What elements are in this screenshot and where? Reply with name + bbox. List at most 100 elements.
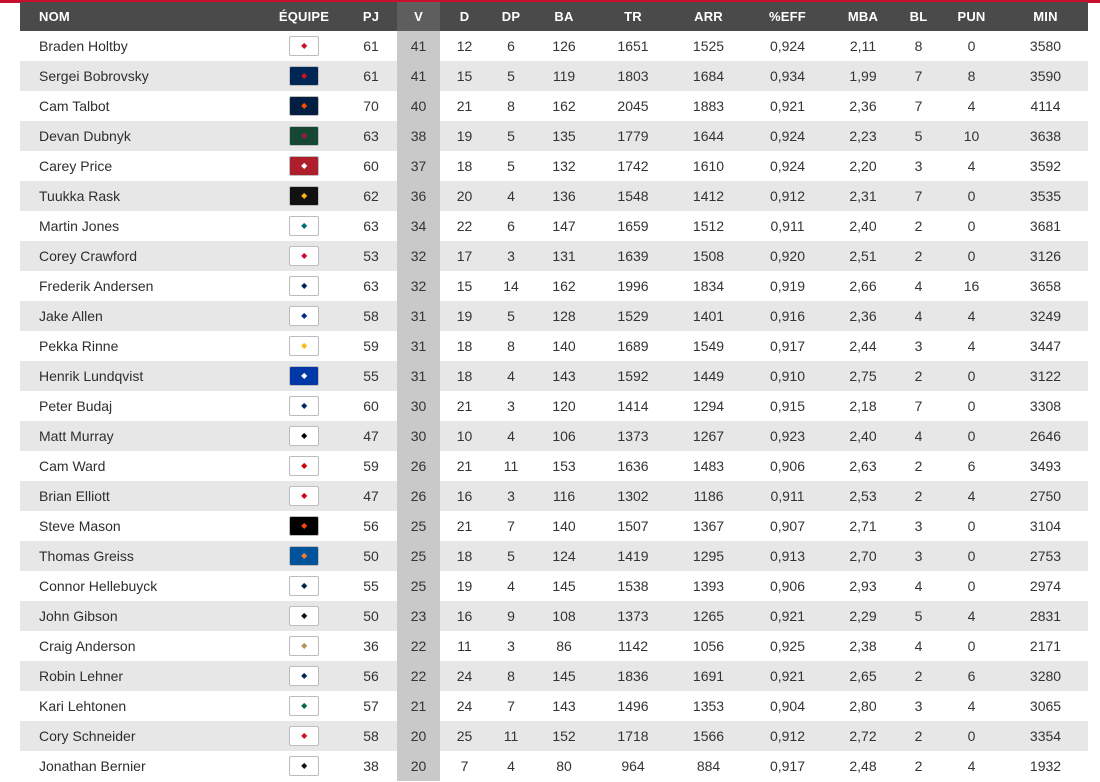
- games-played-cell: 58: [363, 728, 379, 744]
- shots-against-cell: 1636: [617, 458, 649, 474]
- player-name-cell[interactable]: John Gibson: [39, 608, 118, 624]
- player-name-cell[interactable]: Kari Lehtonen: [39, 698, 127, 714]
- column-header-goals-against[interactable]: BA: [554, 9, 574, 24]
- player-name-cell[interactable]: Corey Crawford: [39, 248, 138, 264]
- player-name-cell[interactable]: Pekka Rinne: [39, 338, 119, 354]
- player-name-cell[interactable]: Brian Elliott: [39, 488, 110, 504]
- table-row[interactable]: Matt Murray ◆ 47 30 10 4 106 1373 1267 0,923 2,40 4…: [20, 421, 1088, 451]
- player-name-cell[interactable]: Craig Anderson: [39, 638, 136, 654]
- table-row[interactable]: Brian Elliott ◆ 47 26 16 3 116 1302 1186 0,911 2,5…: [20, 481, 1088, 511]
- table-row[interactable]: Cam Ward ◆ 59 26 21 11 153 1636 1483 0,906 2,63 2 6 3…: [20, 451, 1088, 481]
- column-header-team[interactable]: ÉQUIPE: [278, 9, 330, 24]
- team-logo-mark: ◆: [301, 461, 307, 470]
- player-name-cell[interactable]: Carey Price: [39, 158, 113, 174]
- column-header-wins[interactable]: V: [397, 2, 440, 31]
- table-row[interactable]: Cory Schneider ◆ 58 20 25 11 152 1718 1566 0,912 2…: [20, 721, 1088, 751]
- saves-cell: 1644: [692, 128, 725, 144]
- column-header-name[interactable]: NOM: [39, 9, 70, 24]
- player-name-cell[interactable]: Connor Hellebuyck: [39, 578, 158, 594]
- player-name-cell[interactable]: Thomas Greiss: [39, 548, 134, 564]
- games-played-cell: 56: [363, 668, 379, 684]
- player-name-cell[interactable]: Henrik Lundqvist: [39, 368, 144, 384]
- table-row[interactable]: Robin Lehner ◆ 56 22 24 8 145 1836 1691 0,921 2,65…: [20, 661, 1088, 691]
- team-logo-mark: ◆: [301, 581, 307, 590]
- gaa-cell: 2,70: [849, 548, 877, 564]
- player-name-cell[interactable]: Cam Talbot: [39, 98, 110, 114]
- games-played-cell: 57: [363, 698, 379, 714]
- table-row[interactable]: Sergei Bobrovsky ◆ 61 41 15 5 119 1803 1684 0,934…: [20, 61, 1088, 91]
- table-row[interactable]: Thomas Greiss ◆ 50 25 18 5 124 1419 1295 0,913 2,7…: [20, 541, 1088, 571]
- team-logo-mark: ◆: [301, 401, 307, 410]
- player-name-cell[interactable]: Peter Budaj: [39, 398, 113, 414]
- table-row[interactable]: Connor Hellebuyck ◆ 55 25 19 4 145 1538 1393 0,90…: [20, 571, 1088, 601]
- goals-against-cell: 120: [552, 398, 576, 414]
- shots-against-cell: 1419: [617, 548, 649, 564]
- table-row[interactable]: Carey Price ◆ 60 37 18 5 132 1742 1610 0,924 2,20 3…: [20, 151, 1088, 181]
- shots-against-cell: 1507: [617, 518, 649, 534]
- goals-against-cell: 116: [552, 488, 576, 504]
- team-cell: ◆: [255, 421, 345, 451]
- shots-against-cell: 2045: [617, 98, 649, 114]
- ot-losses-cell: 9: [507, 608, 515, 624]
- sharks-logo-icon: ◆: [289, 216, 319, 236]
- table-row[interactable]: Kari Lehtonen ◆ 57 21 24 7 143 1496 1353 0,904 2,8…: [20, 691, 1088, 721]
- column-header-losses[interactable]: D: [459, 9, 470, 24]
- ot-losses-cell: 8: [507, 338, 515, 354]
- losses-cell: 24: [456, 668, 473, 684]
- player-name-cell[interactable]: Cam Ward: [39, 458, 106, 474]
- player-name-cell[interactable]: Jake Allen: [39, 308, 103, 324]
- wins-cell: 41: [397, 31, 440, 61]
- player-name-cell[interactable]: Jonathan Bernier: [39, 758, 146, 774]
- saves-cell: 1412: [692, 188, 725, 204]
- column-header-gp[interactable]: PJ: [362, 9, 380, 24]
- ot-losses-cell: 8: [507, 98, 515, 114]
- table-row[interactable]: Jake Allen ◆ 58 31 19 5 128 1529 1401 0,916 2,36 4 4…: [20, 301, 1088, 331]
- column-header-minutes[interactable]: MIN: [1033, 9, 1058, 24]
- table-row[interactable]: Steve Mason ◆ 56 25 21 7 140 1507 1367 0,907 2,71 3…: [20, 511, 1088, 541]
- table-row[interactable]: Peter Budaj ◆ 60 30 21 3 120 1414 1294 0,915 2,18 7…: [20, 391, 1088, 421]
- column-header-pim[interactable]: PUN: [957, 9, 986, 24]
- table-row[interactable]: Cam Talbot ◆ 70 40 21 8 162 2045 1883 0,921 2,36 7 4…: [20, 91, 1088, 121]
- pim-cell: 0: [967, 638, 976, 654]
- table-row[interactable]: Corey Crawford ◆ 53 32 17 3 131 1639 1508 0,920 2,…: [20, 241, 1088, 271]
- table-row[interactable]: Braden Holtby ◆ 61 41 12 6 126 1651 1525 0,924 2,1…: [20, 31, 1088, 61]
- minutes-cell: 3681: [1029, 218, 1062, 234]
- column-header-shots-against[interactable]: TR: [624, 9, 642, 24]
- column-header-saves[interactable]: ARR: [694, 9, 723, 24]
- table-row[interactable]: Devan Dubnyk ◆ 63 38 19 5 135 1779 1644 0,924 2,23…: [20, 121, 1088, 151]
- table-row[interactable]: Tuukka Rask ◆ 62 36 20 4 136 1548 1412 0,912 2,31 7…: [20, 181, 1088, 211]
- team-logo-mark: ◆: [301, 311, 307, 320]
- table-row[interactable]: John Gibson ◆ 50 23 16 9 108 1373 1265 0,921 2,29 5…: [20, 601, 1088, 631]
- column-header-gaa[interactable]: MBA: [847, 9, 879, 24]
- column-header-shutouts[interactable]: BL: [909, 9, 928, 24]
- gaa-cell: 2,71: [849, 518, 877, 534]
- player-name-cell[interactable]: Robin Lehner: [39, 668, 124, 684]
- player-name-cell[interactable]: Cory Schneider: [39, 728, 136, 744]
- minutes-cell: 3535: [1029, 188, 1062, 204]
- table-row[interactable]: Henrik Lundqvist ◆ 55 31 18 4 143 1592 1449 0,910…: [20, 361, 1088, 391]
- shutouts-cell: 5: [914, 128, 923, 144]
- column-header-save-pct[interactable]: %EFF: [769, 9, 806, 24]
- player-name-cell[interactable]: Devan Dubnyk: [39, 128, 131, 144]
- losses-cell: 19: [456, 578, 473, 594]
- goals-against-cell: 145: [552, 578, 576, 594]
- player-name-cell[interactable]: Tuukka Rask: [39, 188, 121, 204]
- player-name-cell[interactable]: Steve Mason: [39, 518, 121, 534]
- player-name-cell[interactable]: Frederik Andersen: [39, 278, 154, 294]
- table-row[interactable]: Martin Jones ◆ 63 34 22 6 147 1659 1512 0,911 2,40…: [20, 211, 1088, 241]
- table-row[interactable]: Frederik Andersen ◆ 63 32 15 14 162 1996 1834 0,9…: [20, 271, 1088, 301]
- player-name-cell[interactable]: Sergei Bobrovsky: [39, 68, 149, 84]
- table-row[interactable]: Jonathan Bernier ◆ 38 20 7 4 80 964 884 0,917 2,48…: [20, 751, 1088, 781]
- shutouts-cell: 2: [914, 668, 923, 684]
- gaa-cell: 2,63: [849, 458, 877, 474]
- column-header-ot-losses[interactable]: DP: [501, 9, 521, 24]
- goals-against-cell: 126: [552, 38, 576, 54]
- player-name-cell[interactable]: Martin Jones: [39, 218, 120, 234]
- table-row[interactable]: Pekka Rinne ◆ 59 31 18 8 140 1689 1549 0,917 2,44 3…: [20, 331, 1088, 361]
- gaa-cell: 2,53: [849, 488, 877, 504]
- table-row[interactable]: Craig Anderson ◆ 36 22 11 3 86 1142 1056 0,925 2,3…: [20, 631, 1088, 661]
- minutes-cell: 2171: [1029, 638, 1062, 654]
- player-name-cell[interactable]: Braden Holtby: [39, 38, 128, 54]
- senators-logo-icon: ◆: [289, 636, 319, 656]
- player-name-cell[interactable]: Matt Murray: [39, 428, 114, 444]
